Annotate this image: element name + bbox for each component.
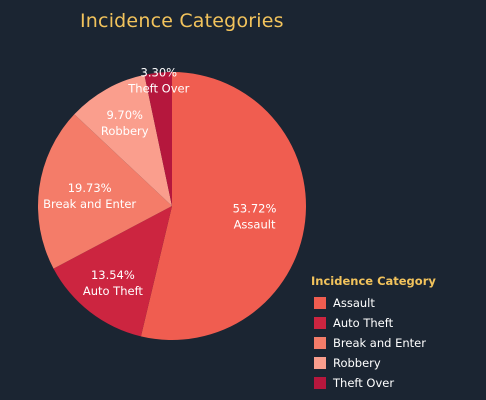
slice-percent-label-assault: 53.72% xyxy=(233,202,277,216)
legend-swatch-assault xyxy=(314,297,326,309)
legend-item-auto-theft: Auto Theft xyxy=(311,313,481,333)
legend-swatch-theft-over xyxy=(314,377,326,389)
slice-percent-label-robbery: 9.70% xyxy=(106,108,143,122)
legend-items: Assault Auto Theft Break and Enter Robbery T… xyxy=(311,293,481,393)
legend-title: Incidence Category xyxy=(311,274,436,288)
pie-slice-assault xyxy=(140,72,307,341)
legend-swatch-break-and-enter xyxy=(314,337,326,349)
slice-percent-label-auto-theft: 13.54% xyxy=(91,268,135,282)
legend-item-robbery: Robbery xyxy=(311,353,481,373)
pie-slice-robbery xyxy=(74,74,172,206)
slice-name-label-robbery: Robbery xyxy=(101,124,149,138)
pie-slice-auto-theft xyxy=(53,206,173,337)
pie-slice-break-and-enter xyxy=(37,114,172,269)
legend-item-break-and-enter: Break and Enter xyxy=(311,333,481,353)
legend-swatch-auto-theft xyxy=(314,317,326,329)
legend-item-assault: Assault xyxy=(311,293,481,313)
slice-name-label-break-and-enter: Break and Enter xyxy=(43,197,136,211)
pie-slices xyxy=(37,72,307,341)
slice-percent-label-theft-over: 3.30% xyxy=(141,65,178,79)
legend-label-assault: Assault xyxy=(333,296,375,310)
slice-name-label-auto-theft: Auto Theft xyxy=(83,284,144,298)
legend-swatch-robbery xyxy=(314,357,326,369)
legend: Incidence Category Assault Auto Theft Brea… xyxy=(311,274,481,393)
slice-name-label-assault: Assault xyxy=(234,218,276,232)
legend-label-break-and-enter: Break and Enter xyxy=(333,336,426,350)
legend-label-theft-over: Theft Over xyxy=(333,376,395,390)
pie-slice-theft-over xyxy=(144,72,172,206)
slice-name-label-theft-over: Theft Over xyxy=(127,81,189,95)
legend-item-theft-over: Theft Over xyxy=(311,373,481,393)
chart-title: Incidence Categories xyxy=(80,10,284,32)
slice-percent-label-break-and-enter: 19.73% xyxy=(68,181,112,195)
legend-label-auto-theft: Auto Theft xyxy=(333,316,394,330)
legend-label-robbery: Robbery xyxy=(333,356,381,370)
pie-labels: 53.72% Assault 13.54% Auto Theft 19.73% Break… xyxy=(43,65,276,298)
